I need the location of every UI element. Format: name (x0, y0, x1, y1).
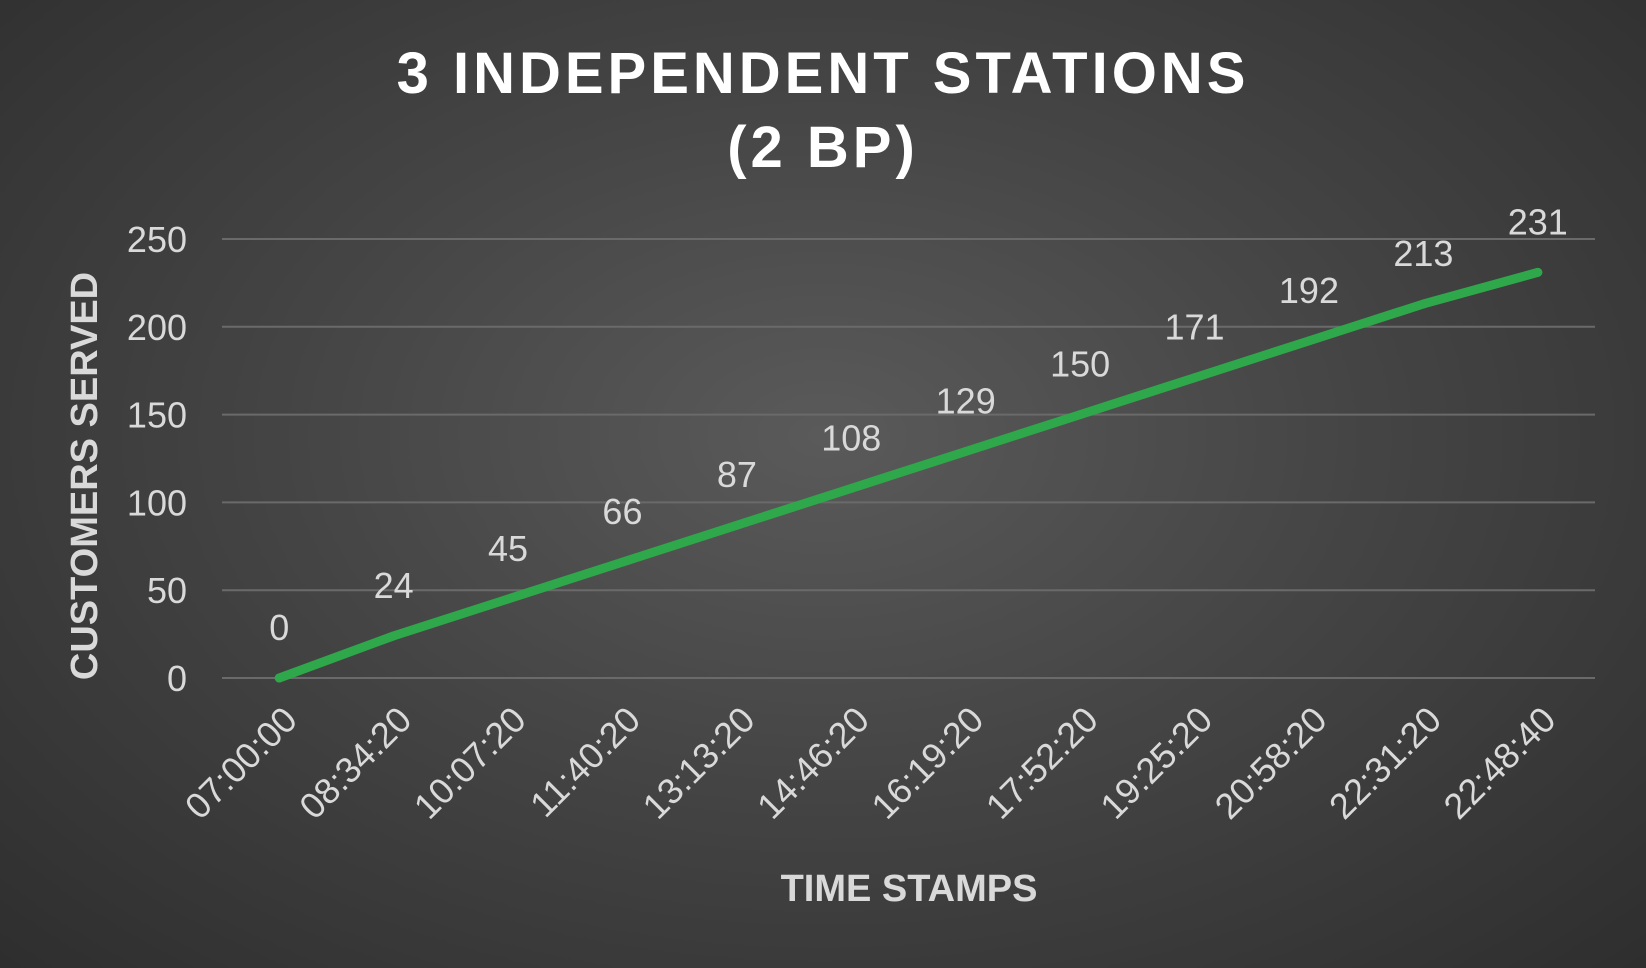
data-label: 45 (488, 528, 528, 569)
data-point (846, 483, 856, 493)
data-label: 171 (1165, 307, 1225, 348)
data-label: 0 (269, 607, 289, 648)
data-label: 192 (1279, 270, 1339, 311)
data-point (732, 520, 742, 530)
data-point (1533, 267, 1543, 277)
data-labels: 0 24 45 66 87 108 129 150 171 192 213 231 (269, 201, 1568, 648)
y-tick-label: 100 (127, 482, 187, 523)
x-tick-label: 22:31:20 (1321, 699, 1449, 827)
data-label: 108 (821, 417, 881, 458)
y-tick-label: 50 (147, 570, 187, 611)
x-tick-label: 11:40:20 (522, 699, 648, 825)
x-tick-label: 17:52:20 (978, 699, 1106, 827)
data-point (1075, 410, 1085, 420)
series-line (274, 267, 1543, 683)
y-tick-label: 150 (127, 395, 187, 436)
data-point (503, 594, 513, 604)
x-tick-label: 14:46:20 (749, 699, 877, 827)
y-axis-tick-labels: 0 50 100 150 200 250 (127, 219, 187, 699)
series-layer (274, 267, 1543, 683)
chart-title: 3 INDEPENDENT STATIONS (2 BP) (397, 41, 1250, 180)
x-tick-label: 10:07:20 (406, 699, 534, 827)
data-label: 24 (374, 565, 414, 606)
chart-title-line-2: (2 BP) (727, 115, 919, 180)
x-tick-label: 19:25:20 (1092, 699, 1220, 827)
y-axis-title: CUSTOMERS SERVED (64, 272, 106, 680)
x-axis-tick-labels: 07:00:0008:34:2010:07:2011:40:2013:13:20… (177, 699, 1564, 827)
data-point (1304, 336, 1314, 346)
chart-title-line-1: 3 INDEPENDENT STATIONS (397, 41, 1250, 106)
x-tick-label: 13:13:20 (634, 699, 762, 827)
x-tick-label: 08:34:20 (291, 699, 419, 827)
y-tick-label: 0 (167, 658, 187, 699)
data-label: 66 (602, 491, 642, 532)
y-tick-label: 200 (127, 307, 187, 348)
y-tick-label: 250 (127, 219, 187, 260)
data-label: 231 (1508, 201, 1568, 242)
data-point (961, 446, 971, 456)
x-tick-label: 20:58:20 (1207, 699, 1335, 827)
data-point (274, 673, 284, 683)
data-label: 213 (1393, 233, 1453, 274)
gridlines (222, 238, 1595, 679)
data-point (617, 557, 627, 567)
data-point (1418, 299, 1428, 309)
data-label: 150 (1050, 344, 1110, 385)
x-tick-label: 16:19:20 (863, 699, 991, 827)
data-point (1190, 373, 1200, 383)
x-tick-label: 22:48:40 (1435, 699, 1563, 827)
x-tick-label: 07:00:00 (177, 699, 305, 827)
data-label: 129 (936, 380, 996, 421)
data-point (389, 631, 399, 641)
x-axis-title: TIME STAMPS (781, 868, 1038, 910)
data-label: 87 (717, 454, 757, 495)
